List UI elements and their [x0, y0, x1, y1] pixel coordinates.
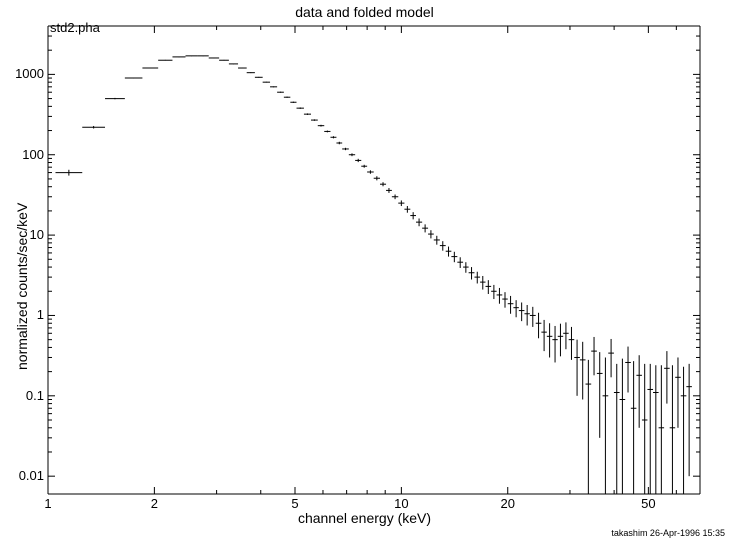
y-tick-label: 0.1 [26, 388, 44, 403]
x-tick-label: 2 [144, 496, 164, 511]
y-tick-label: 10 [30, 227, 44, 242]
chart-container: data and folded model std2.pha channel e… [0, 0, 729, 538]
y-tick-label: 100 [22, 147, 44, 162]
y-tick-label: 1000 [15, 66, 44, 81]
footer-credit: takashim 26-Apr-1996 15:35 [611, 528, 725, 538]
x-tick-label: 5 [285, 496, 305, 511]
y-tick-label: 1 [37, 307, 44, 322]
x-tick-label: 1 [38, 496, 58, 511]
y-axis-label: normalized counts/sec/keV [14, 203, 30, 370]
x-tick-label: 10 [391, 496, 411, 511]
x-axis-label: channel energy (keV) [0, 510, 729, 526]
plot-svg [0, 0, 729, 538]
x-tick-label: 20 [498, 496, 518, 511]
x-tick-label: 50 [638, 496, 658, 511]
y-tick-label: 0.01 [19, 468, 44, 483]
